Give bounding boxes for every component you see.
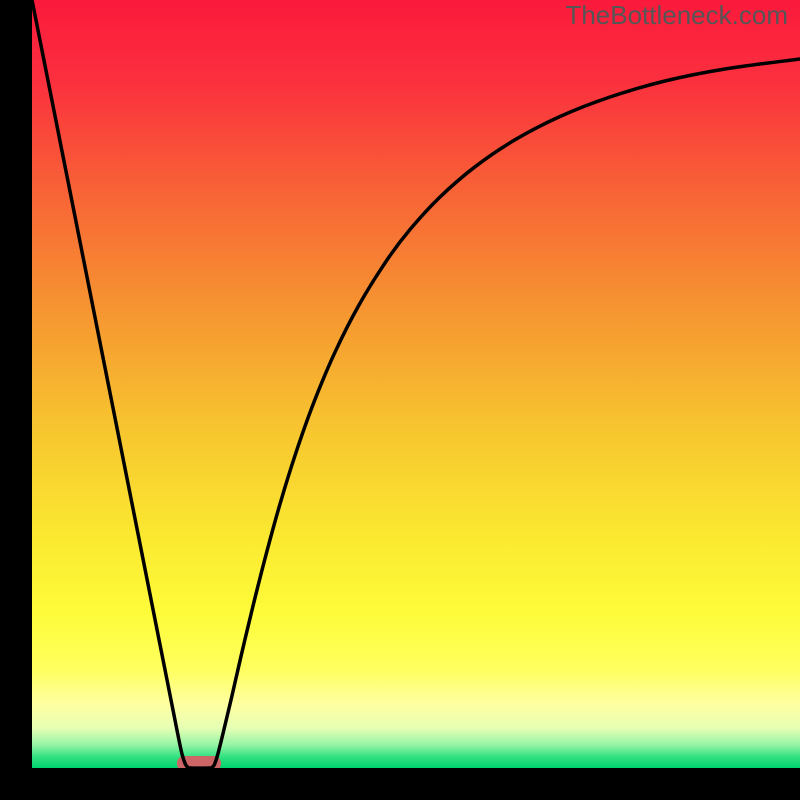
- border-bottom: [0, 768, 800, 800]
- bottleneck-chart: [0, 0, 800, 800]
- chart-container: TheBottleneck.com: [0, 0, 800, 800]
- chart-background: [32, 0, 800, 768]
- border-left: [0, 0, 32, 800]
